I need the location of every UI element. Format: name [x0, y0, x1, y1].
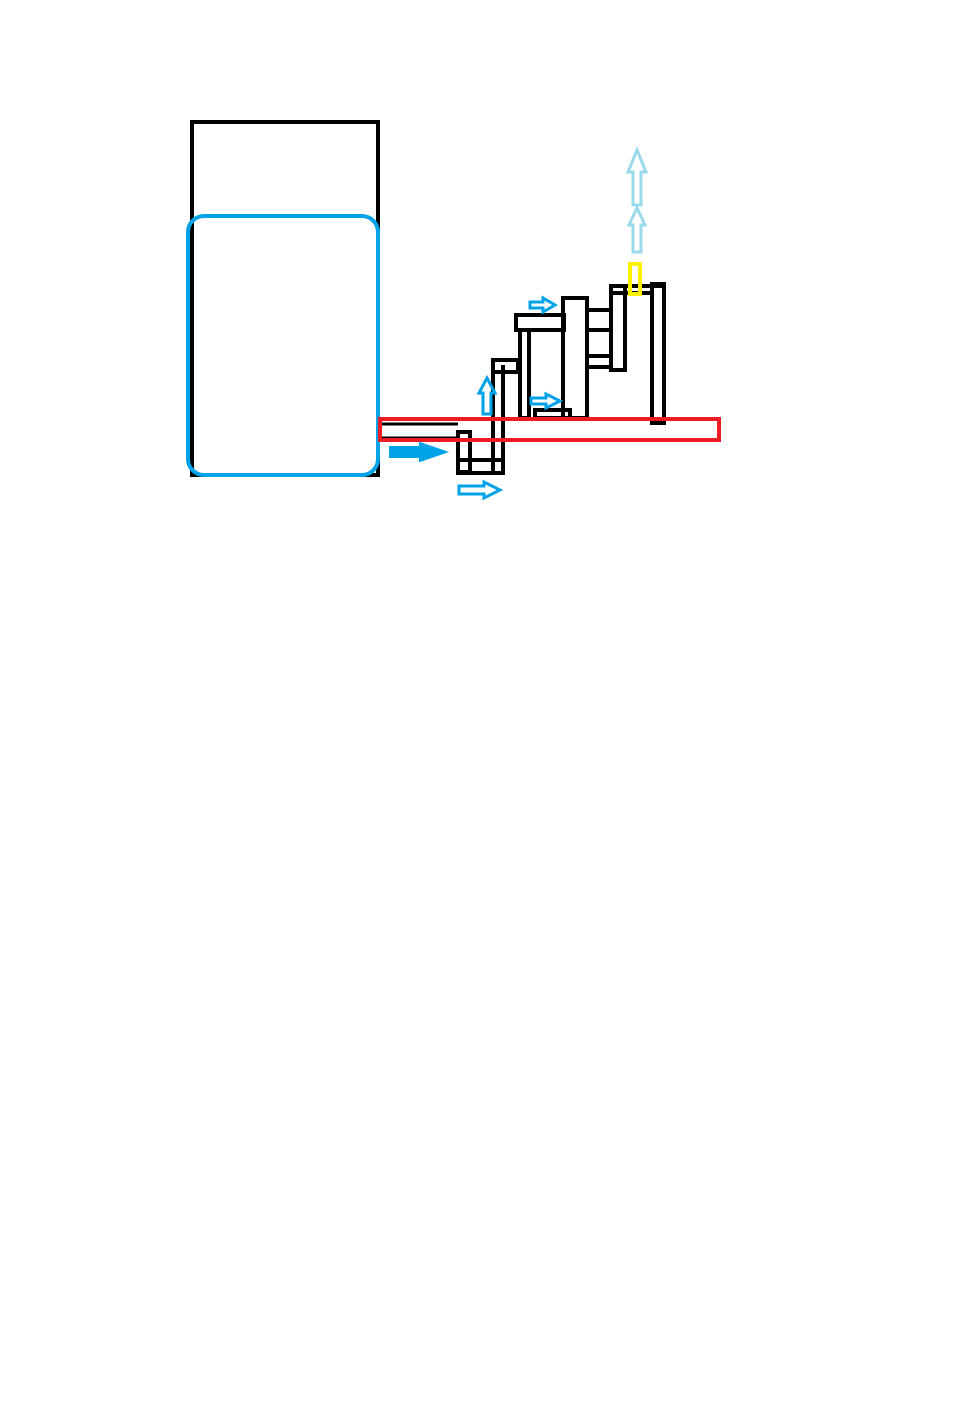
heating-plate [378, 417, 721, 442]
right-column [609, 282, 666, 425]
tall-column [561, 296, 612, 420]
flow-arrow-column-top [528, 295, 558, 315]
riser-pipe [491, 358, 520, 374]
tank-water-level [186, 214, 380, 477]
steam-arrow-upper [625, 146, 649, 207]
flow-arrow-outlet [389, 441, 450, 463]
flow-arrow-bottom [457, 479, 504, 501]
flow-arrow-riser [476, 374, 498, 416]
vent-marker [628, 262, 642, 296]
flow-arrow-column-mid [529, 391, 564, 411]
outlet-pipe [378, 422, 458, 440]
tank [190, 120, 380, 477]
steam-arrow-lower [626, 204, 648, 254]
